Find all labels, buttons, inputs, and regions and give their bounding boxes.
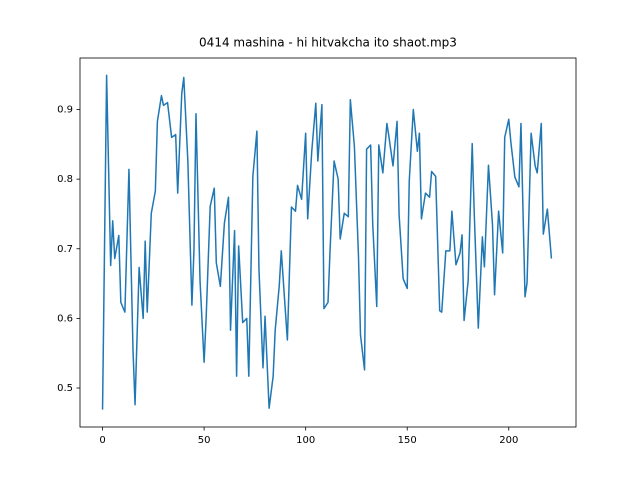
y-tick-label: 0.8 [57, 174, 73, 185]
x-tick-label: 200 [499, 435, 518, 446]
y-tick-label: 0.9 [57, 105, 73, 116]
y-tick-label: 0.6 [57, 313, 73, 324]
chart-title: 0414 mashina - hi hitvakcha ito shaot.mp… [199, 36, 457, 50]
axes-frame [79, 57, 577, 428]
y-tick-label: 0.5 [57, 383, 73, 394]
x-tick-label: 0 [99, 435, 105, 446]
line-series [101, 74, 553, 410]
y-tick-label: 0.7 [57, 244, 73, 255]
x-tick-label: 100 [296, 435, 315, 446]
x-tick-label: 150 [398, 435, 417, 446]
x-tick-label: 50 [198, 435, 211, 446]
